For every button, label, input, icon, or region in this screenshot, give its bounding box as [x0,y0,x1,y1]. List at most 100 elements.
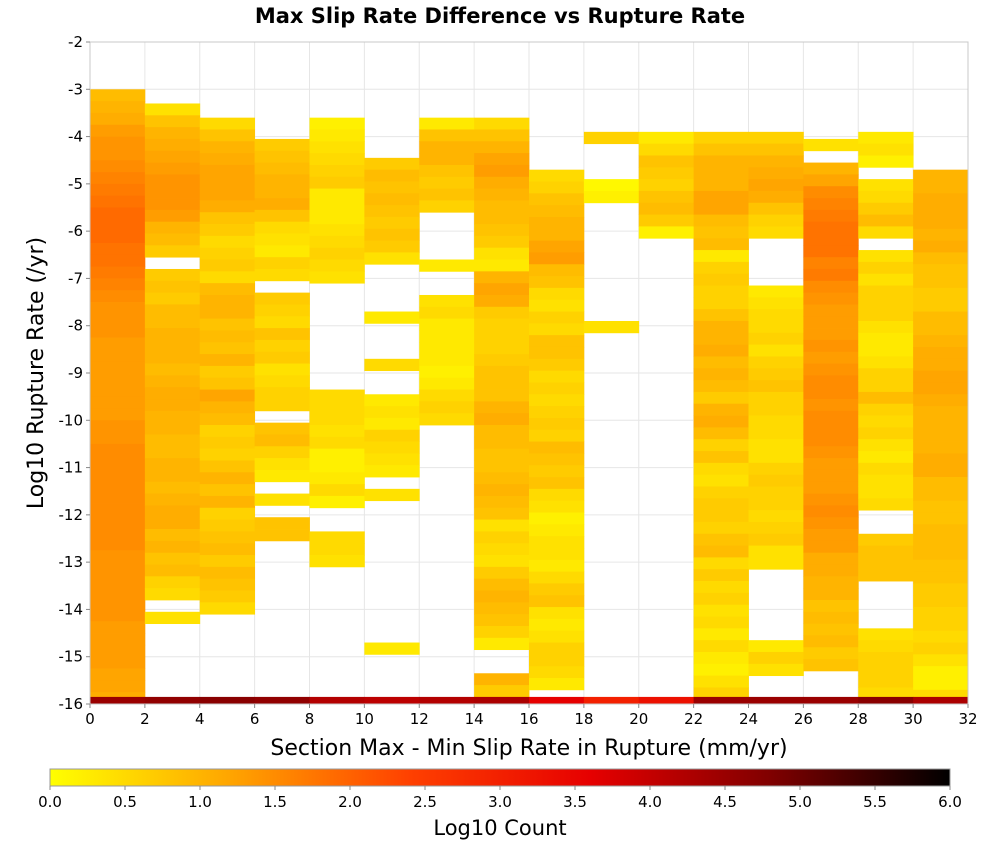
heatmap-cell [583,179,640,192]
y-tick-label: -3 [68,80,83,98]
heatmap-cell [803,422,859,435]
heatmap-cell [199,602,256,615]
heatmap-cell [913,595,969,608]
heatmap-cell [913,394,969,407]
heatmap-cell [199,318,256,331]
heatmap-cell [144,588,201,601]
heatmap-cell [254,422,310,435]
heatmap-cell [858,250,914,263]
heatmap-cell [913,441,969,454]
heatmap-cell [254,245,310,258]
heatmap-cell [529,382,585,395]
heatmap-cell [748,427,804,440]
heatmap-cell [529,205,585,218]
heatmap-cell [309,117,365,130]
heatmap-cell [144,221,201,234]
heatmap-cell [858,214,914,227]
heatmap-cell [474,472,530,485]
heatmap-cell [858,143,914,156]
heatmap-cell [90,680,146,693]
heatmap-cell [858,261,914,275]
heatmap-cell [583,190,640,204]
heatmap-cell [419,365,475,379]
heatmap-cell [254,399,310,412]
y-tick-label: -8 [68,317,83,335]
heatmap-cell [254,351,310,364]
heatmap-cell [803,446,859,459]
heatmap-cell [90,585,146,599]
heatmap-cell [419,200,475,213]
heatmap-cell [913,524,969,537]
heatmap-cell-bottom-row [583,696,640,704]
heatmap-cell [638,214,695,227]
heatmap-cell [309,531,365,544]
heatmap-cell [529,500,585,513]
heatmap-cell [144,127,201,140]
heatmap-cell [529,169,585,182]
heatmap-cell [419,413,475,426]
y-tick-label: -2 [68,33,83,51]
heatmap-cell [144,316,201,329]
heatmap-cell [364,240,420,253]
heatmap-cell [419,354,475,367]
heatmap-cell [529,323,585,336]
heatmap-cell [529,429,585,442]
heatmap-cell [803,186,859,199]
heatmap-cell [529,524,585,537]
heatmap-cell [474,507,530,520]
heatmap-cell [748,557,804,570]
heatmap-cell [803,434,859,447]
heatmap-cell [748,462,804,476]
heatmap-cell [474,188,530,201]
heatmap-cell [144,174,201,187]
heatmap-cell [90,219,146,232]
heatmap-cell [144,162,201,175]
heatmap-cell [858,628,914,641]
heatmap-cell [913,429,969,442]
heatmap-cell [693,687,749,698]
colorbar [49,768,951,787]
heatmap-cell [858,663,914,677]
heatmap-cell [858,226,914,239]
heatmap-cell [529,181,585,194]
heatmap-cell [474,164,530,178]
heatmap-cell [474,271,530,284]
heatmap-cell [693,427,749,440]
heatmap-cell [90,633,146,646]
heatmap-cell [90,290,146,303]
heatmap-cell [858,356,914,369]
heatmap-cell [693,202,749,215]
heatmap-cell [583,131,640,145]
heatmap-cell [309,259,365,272]
heatmap-cell [144,186,201,199]
heatmap-cell [693,569,749,582]
heatmap-cell [858,391,914,405]
heatmap-cell [858,687,914,698]
heatmap-cell [858,427,914,440]
heatmap-cell [90,337,146,350]
heatmap-cell [693,510,749,523]
x-tick-label: 0 [85,710,95,728]
heatmap-cell [529,406,585,419]
x-tick-label: 12 [410,710,429,728]
heatmap-cell [419,342,475,355]
heatmap-cell [748,403,804,416]
colorbar-tick-label: 0.0 [38,793,62,811]
heatmap-cell [364,216,420,230]
heatmap-cell [254,328,310,341]
heatmap-cell [144,292,201,305]
heatmap-cell [913,181,969,194]
heatmap-cell [144,387,201,400]
heatmap-cell [803,647,859,660]
heatmap-cell [913,512,969,525]
heatmap-cell [693,403,749,416]
heatmap-cell [419,330,475,343]
heatmap-cell [90,455,146,468]
heatmap-cell [474,460,530,473]
heatmap-cell [693,663,749,677]
heatmap-cell [693,297,749,310]
heatmap-cell [803,576,859,589]
heatmap-cell [913,370,969,383]
heatmap-cell [254,458,310,471]
heatmap-cell [858,557,914,570]
